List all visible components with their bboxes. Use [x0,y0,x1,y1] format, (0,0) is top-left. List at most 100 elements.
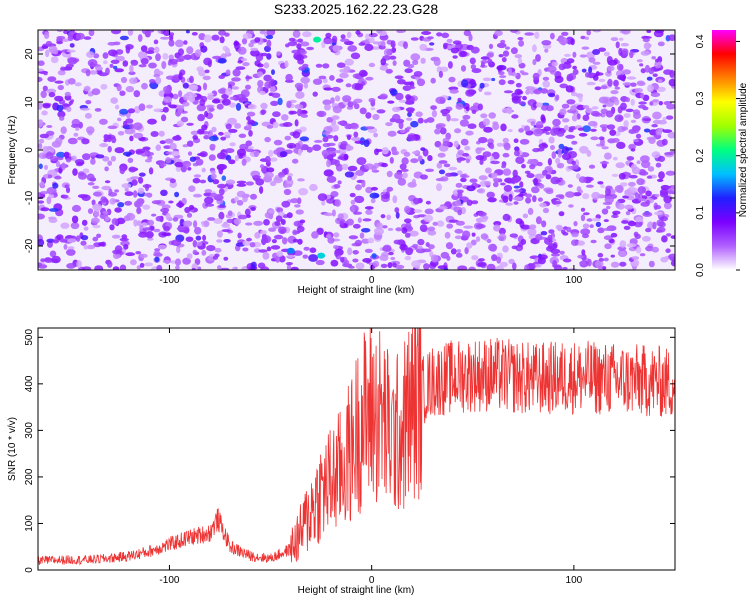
heatmap-cell [297,238,303,245]
spectrogram-x-ticks: -100 0 100 [159,30,583,286]
heatmap-cell [590,110,600,117]
heatmap-cell [442,141,451,147]
heatmap-cell [350,206,356,213]
heatmap-cell [640,201,650,207]
heatmap-cell [361,228,371,233]
heatmap-cell [82,266,92,270]
heatmap-cell [381,194,390,199]
y-tick-label: 200 [24,468,35,485]
heatmap-cell [662,129,673,134]
heatmap-cell [141,30,149,35]
heatmap-cell [416,78,426,87]
heatmap-cell [380,58,387,66]
heatmap-cell [52,182,59,189]
heatmap-cell [287,175,292,181]
heatmap-cell [56,41,63,45]
heatmap-cell [142,204,151,210]
heatmap-cell [368,37,375,44]
heatmap-cell [469,178,478,183]
heatmap-cell [251,175,262,179]
heatmap-cell [426,117,435,123]
heatmap-cell [111,234,121,239]
heatmap-cell [225,69,231,76]
heatmap-cell [588,164,596,169]
heatmap-cell [443,163,451,168]
heatmap-cell [56,151,66,159]
heatmap-cell [197,128,205,135]
heatmap-cell [283,188,292,196]
heatmap-cell [362,258,372,263]
heatmap-cell [391,113,401,122]
heatmap-cell [110,97,118,104]
heatmap-cell [489,144,495,150]
heatmap-cell [663,201,672,210]
heatmap-cell [86,244,96,250]
heatmap-cell [627,220,637,227]
heatmap-cell [442,112,448,117]
heatmap-cell [323,169,334,177]
heatmap-cell [154,46,160,54]
heatmap-cell [625,211,631,216]
heatmap-cell [445,172,453,177]
heatmap-cell [169,32,175,36]
heatmap-cell [240,58,248,62]
heatmap-cell [281,114,289,121]
heatmap-cell [86,173,95,181]
heatmap-cell [265,35,274,40]
heatmap-cell [507,129,513,133]
heatmap-cell [477,262,486,267]
heatmap-cell [235,94,246,99]
heatmap-cell [512,262,517,270]
heatmap-cell [446,114,451,122]
heatmap-cell [332,105,342,114]
heatmap-cell [666,103,675,108]
heatmap-cell [524,264,530,270]
snr-y-label: SNR (10 * v/v) [7,417,18,481]
heatmap-cell [562,153,572,161]
heatmap-cell [631,166,641,175]
heatmap-cell [606,56,613,64]
heatmap-cell [616,141,626,149]
heatmap-cell [135,148,146,154]
heatmap-cell [101,185,112,191]
heatmap-cell [201,124,208,131]
heatmap-cell [253,248,261,254]
heatmap-cell [475,147,482,155]
heatmap-cell [204,203,215,207]
heatmap-cell [223,131,232,137]
heatmap-cell [437,265,448,270]
heatmap-cell [603,227,613,231]
heatmap-cell [577,254,584,259]
heatmap-cell [81,219,88,226]
heatmap-cell [99,143,109,148]
heatmap-cell [153,228,161,233]
heatmap-cell [309,183,318,192]
heatmap-cell [133,219,138,227]
heatmap-cell [514,54,523,59]
heatmap-cell [107,145,112,153]
heatmap-cell [626,156,635,161]
heatmap-cell [297,108,303,117]
heatmap-cell [440,108,451,115]
heatmap-cell [355,262,365,270]
heatmap-cell [582,233,589,239]
heatmap-cell [502,195,509,203]
heatmap-cell [147,237,154,241]
heatmap-cell [571,114,578,122]
heatmap-cell [176,202,185,208]
heatmap-cell [614,86,621,90]
heatmap-cell [38,262,43,267]
heatmap-cell [54,157,64,161]
heatmap-cell [386,49,393,56]
heatmap-cell [434,140,442,148]
heatmap-cell [98,242,105,247]
heatmap-cell [257,71,263,77]
heatmap-cell [486,238,492,244]
heatmap-cell [189,75,194,84]
heatmap-cell [521,164,526,169]
heatmap-cell [645,190,652,197]
heatmap-cell [417,155,423,162]
heatmap-cell [272,111,281,118]
heatmap-cell [413,197,421,205]
heatmap-cell [51,255,61,264]
